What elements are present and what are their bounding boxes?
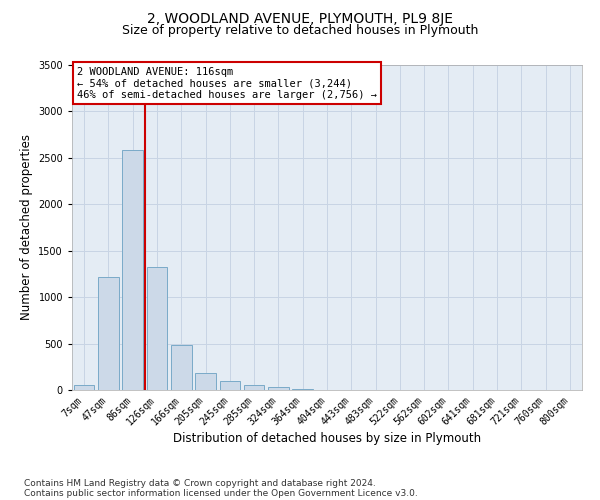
Text: Contains HM Land Registry data © Crown copyright and database right 2024.: Contains HM Land Registry data © Crown c… bbox=[24, 478, 376, 488]
Bar bbox=[195, 373, 216, 390]
Bar bbox=[98, 276, 119, 390]
Bar bbox=[171, 344, 191, 390]
Bar bbox=[292, 389, 313, 390]
Y-axis label: Number of detached properties: Number of detached properties bbox=[20, 134, 32, 320]
Text: 2, WOODLAND AVENUE, PLYMOUTH, PL9 8JE: 2, WOODLAND AVENUE, PLYMOUTH, PL9 8JE bbox=[147, 12, 453, 26]
Text: 2 WOODLAND AVENUE: 116sqm
← 54% of detached houses are smaller (3,244)
46% of se: 2 WOODLAND AVENUE: 116sqm ← 54% of detac… bbox=[77, 66, 377, 100]
Text: Contains public sector information licensed under the Open Government Licence v3: Contains public sector information licen… bbox=[24, 488, 418, 498]
Bar bbox=[244, 386, 265, 390]
X-axis label: Distribution of detached houses by size in Plymouth: Distribution of detached houses by size … bbox=[173, 432, 481, 446]
Bar bbox=[146, 266, 167, 390]
Bar bbox=[122, 150, 143, 390]
Bar bbox=[74, 386, 94, 390]
Bar bbox=[268, 387, 289, 390]
Text: Size of property relative to detached houses in Plymouth: Size of property relative to detached ho… bbox=[122, 24, 478, 37]
Bar bbox=[220, 380, 240, 390]
